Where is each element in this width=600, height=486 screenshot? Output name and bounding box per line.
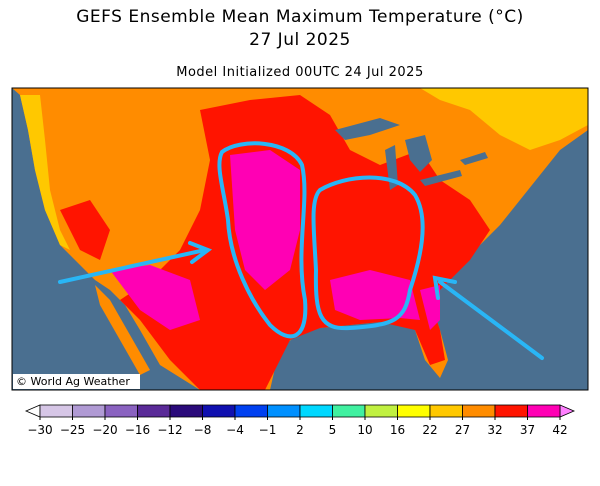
color-bin xyxy=(429,404,463,418)
color-bin xyxy=(397,404,431,418)
valid-date: 27 Jul 2025 xyxy=(249,30,351,50)
very-hot-sw xyxy=(110,265,200,330)
color-bin xyxy=(202,404,236,418)
color-bin xyxy=(364,404,398,418)
very-hot-se xyxy=(330,270,420,320)
color-bin xyxy=(267,404,301,418)
very-hot-plains xyxy=(230,150,300,290)
tick-label: 16 xyxy=(390,423,405,437)
tick-label: 27 xyxy=(455,423,470,437)
color-bin xyxy=(72,404,106,418)
great-lakes xyxy=(335,118,488,190)
tick-label: −12 xyxy=(157,423,182,437)
tick-label: −8 xyxy=(194,423,212,437)
annotations xyxy=(58,141,544,360)
tick-label: −20 xyxy=(92,423,117,437)
tick-label: 42 xyxy=(552,423,567,437)
color-bin xyxy=(494,404,528,418)
tick-label: 22 xyxy=(422,423,437,437)
color-bin xyxy=(332,404,366,418)
credit: © World Ag Weather xyxy=(16,375,130,388)
color-bin xyxy=(234,404,268,418)
tick-label: 2 xyxy=(296,423,304,437)
credit-box xyxy=(13,374,140,389)
color-bin xyxy=(137,404,171,418)
init-time: Model Initialized 00UTC 24 Jul 2025 xyxy=(176,65,423,80)
color-bin xyxy=(104,404,138,418)
very-hot-fl xyxy=(420,285,440,330)
tick-label: −25 xyxy=(60,423,85,437)
tick-label: 37 xyxy=(520,423,535,437)
tick-label: −16 xyxy=(125,423,150,437)
tick-label: 32 xyxy=(487,423,502,437)
tick-label: −1 xyxy=(259,423,277,437)
color-bin xyxy=(169,404,203,418)
color-bin xyxy=(299,404,333,418)
cool-coast xyxy=(20,95,70,250)
tick-label: 10 xyxy=(357,423,372,437)
under-arrow xyxy=(24,404,41,418)
title: GEFS Ensemble Mean Maximum Temperature (… xyxy=(76,7,523,27)
cool-north xyxy=(420,88,588,150)
tick-label: −4 xyxy=(226,423,244,437)
colorbar: −30 −25 −20 −16 −12 −8 −4 −1 2 5 10 16 22 27 32 37 42 xyxy=(24,404,576,437)
map-frame xyxy=(11,87,589,391)
hot-west xyxy=(60,200,110,260)
tick-label: −30 xyxy=(27,423,52,437)
map: © World Ag Weather xyxy=(11,87,589,391)
tick-label: 5 xyxy=(329,423,337,437)
color-bin xyxy=(39,404,73,418)
over-arrow xyxy=(559,404,576,418)
color-bin xyxy=(462,404,496,418)
baja xyxy=(95,285,150,375)
color-bin xyxy=(527,404,561,418)
